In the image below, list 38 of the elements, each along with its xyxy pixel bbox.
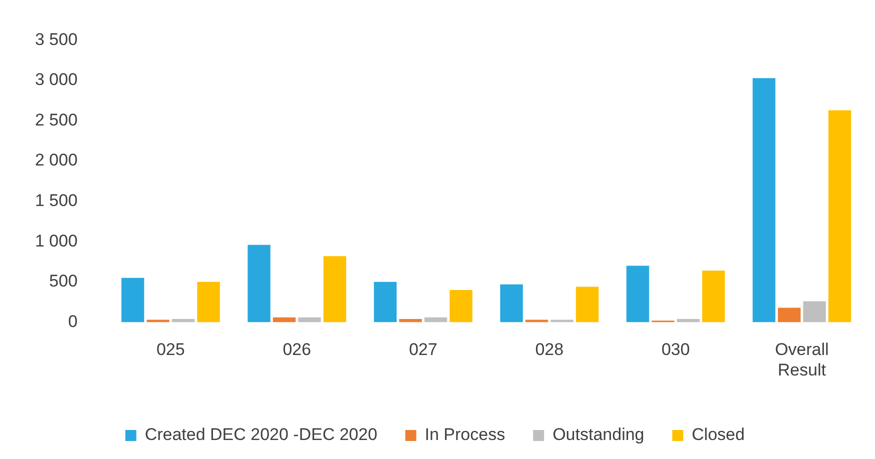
- bar: [298, 317, 321, 322]
- x-tick-label: 028: [535, 340, 564, 360]
- bar: [248, 244, 270, 322]
- bar: [500, 284, 523, 322]
- bar: [778, 308, 801, 322]
- y-tick-label: 0: [68, 312, 78, 331]
- bar: [626, 266, 650, 322]
- bar: [828, 110, 852, 322]
- bar: [702, 270, 725, 322]
- legend-label: Closed: [692, 425, 745, 444]
- y-tick-label: 1 000: [34, 231, 78, 250]
- bar: [676, 318, 700, 322]
- bar: [450, 290, 472, 322]
- y-tick-label: 2 000: [34, 150, 78, 170]
- bar: [803, 301, 826, 322]
- x-tick-label: Overall Result: [774, 340, 829, 380]
- bar: [374, 282, 397, 322]
- bar: [323, 256, 346, 322]
- bar: [197, 282, 220, 322]
- x-tick-label: 025: [156, 340, 185, 360]
- y-tick-label: 3 000: [34, 70, 78, 90]
- legend-label: In Process: [424, 425, 506, 444]
- x-tick-label: 026: [282, 340, 312, 360]
- bar: [121, 278, 144, 322]
- bar: [424, 317, 448, 322]
- bar: [752, 78, 776, 322]
- bar: [172, 318, 195, 322]
- y-tick-label: 500: [49, 272, 78, 291]
- bar: [399, 318, 422, 322]
- y-tick-label: 1 500: [34, 191, 78, 210]
- y-tick-label: 2 500: [34, 110, 78, 130]
- legend-label: Created DEC 2020 -DEC 2020: [144, 425, 378, 444]
- x-tick-label: 030: [661, 340, 690, 360]
- x-tick-label: 027: [408, 340, 438, 360]
- bar: [272, 317, 296, 322]
- legend-label: Outstanding: [552, 425, 644, 444]
- bar: [576, 286, 599, 322]
- y-tick-label: 3 500: [34, 30, 78, 49]
